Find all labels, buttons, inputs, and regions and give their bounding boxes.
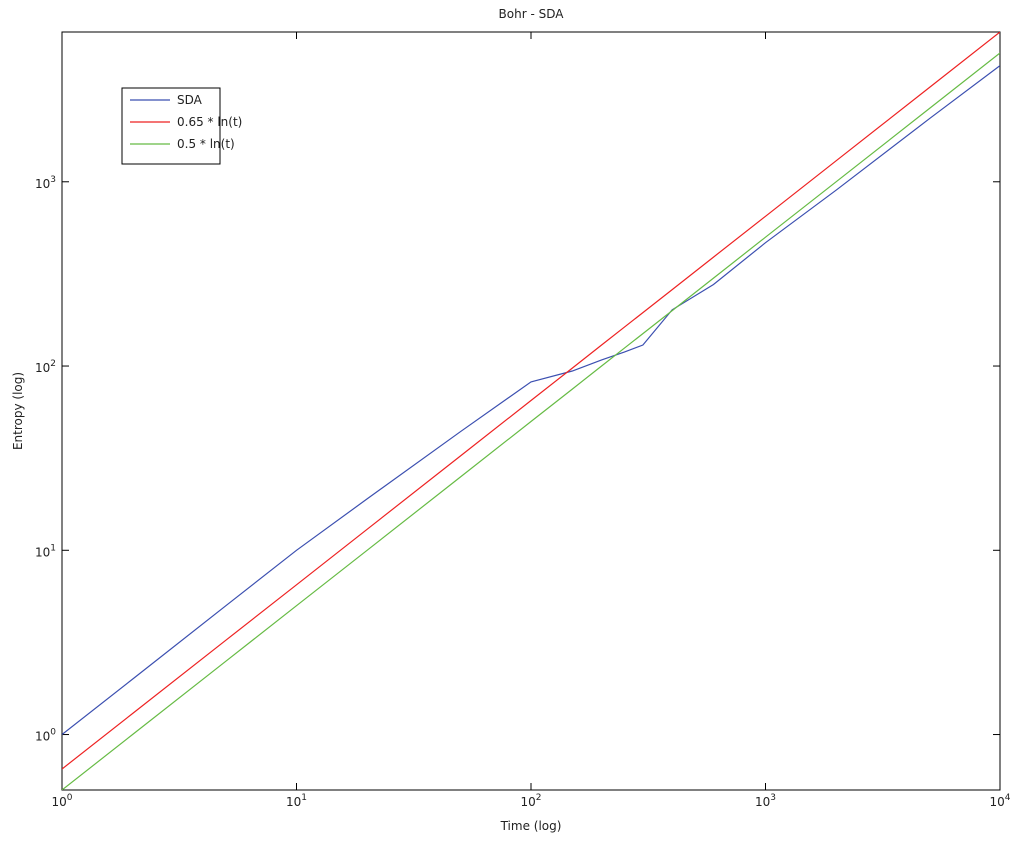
tick-exponent: 3 bbox=[50, 175, 56, 185]
tick-exponent: 1 bbox=[301, 793, 307, 803]
series-line bbox=[62, 65, 1000, 735]
x-tick-label: 103 bbox=[755, 793, 776, 809]
tick-base: 10 bbox=[35, 730, 50, 744]
legend-label: 0.65 * ln(t) bbox=[177, 115, 242, 129]
legend: SDA 0.65 * ln(t) 0.5 * ln(t) bbox=[121, 87, 242, 165]
y-tick-label: 101 bbox=[35, 543, 56, 559]
tick-exponent: 0 bbox=[67, 793, 73, 803]
legend-box bbox=[121, 87, 221, 165]
series-line bbox=[62, 52, 1000, 790]
tick-exponent: 2 bbox=[50, 359, 56, 369]
x-tick-label: 102 bbox=[520, 793, 541, 809]
tick-base: 10 bbox=[35, 361, 50, 375]
tick-base: 10 bbox=[286, 795, 301, 809]
tick-base: 10 bbox=[35, 545, 50, 559]
tick-base: 10 bbox=[520, 795, 535, 809]
y-axis-label: Entropy (log) bbox=[11, 372, 25, 450]
series-line bbox=[62, 32, 1000, 770]
tick-exponent: 0 bbox=[50, 728, 56, 738]
tick-base: 10 bbox=[755, 795, 770, 809]
y-tick-label: 100 bbox=[35, 728, 56, 744]
tick-exponent: 4 bbox=[1005, 793, 1011, 803]
tick-exponent: 3 bbox=[770, 793, 776, 803]
x-tick-label: 101 bbox=[286, 793, 307, 809]
y-tick-label: 102 bbox=[35, 359, 56, 375]
tick-exponent: 1 bbox=[50, 543, 56, 553]
y-tick-label: 103 bbox=[35, 175, 56, 191]
legend-label: SDA bbox=[177, 93, 203, 107]
tick-base: 10 bbox=[989, 795, 1004, 809]
tick-exponent: 2 bbox=[536, 793, 542, 803]
chart-title: Bohr - SDA bbox=[499, 7, 565, 21]
legend-label: 0.5 * ln(t) bbox=[177, 137, 235, 151]
x-axis-label: Time (log) bbox=[500, 819, 562, 833]
x-tick-label: 104 bbox=[989, 793, 1010, 809]
tick-base: 10 bbox=[35, 177, 50, 191]
tick-base: 10 bbox=[51, 795, 66, 809]
x-tick-label: 100 bbox=[51, 793, 72, 809]
